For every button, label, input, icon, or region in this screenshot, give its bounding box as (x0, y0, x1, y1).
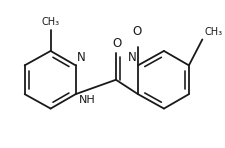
Text: NH: NH (79, 95, 95, 105)
Text: CH₃: CH₃ (42, 17, 60, 27)
Text: O: O (133, 25, 142, 37)
Text: CH₃: CH₃ (204, 26, 222, 37)
Text: N: N (128, 51, 137, 64)
Text: O: O (112, 37, 122, 50)
Text: N: N (76, 51, 85, 64)
